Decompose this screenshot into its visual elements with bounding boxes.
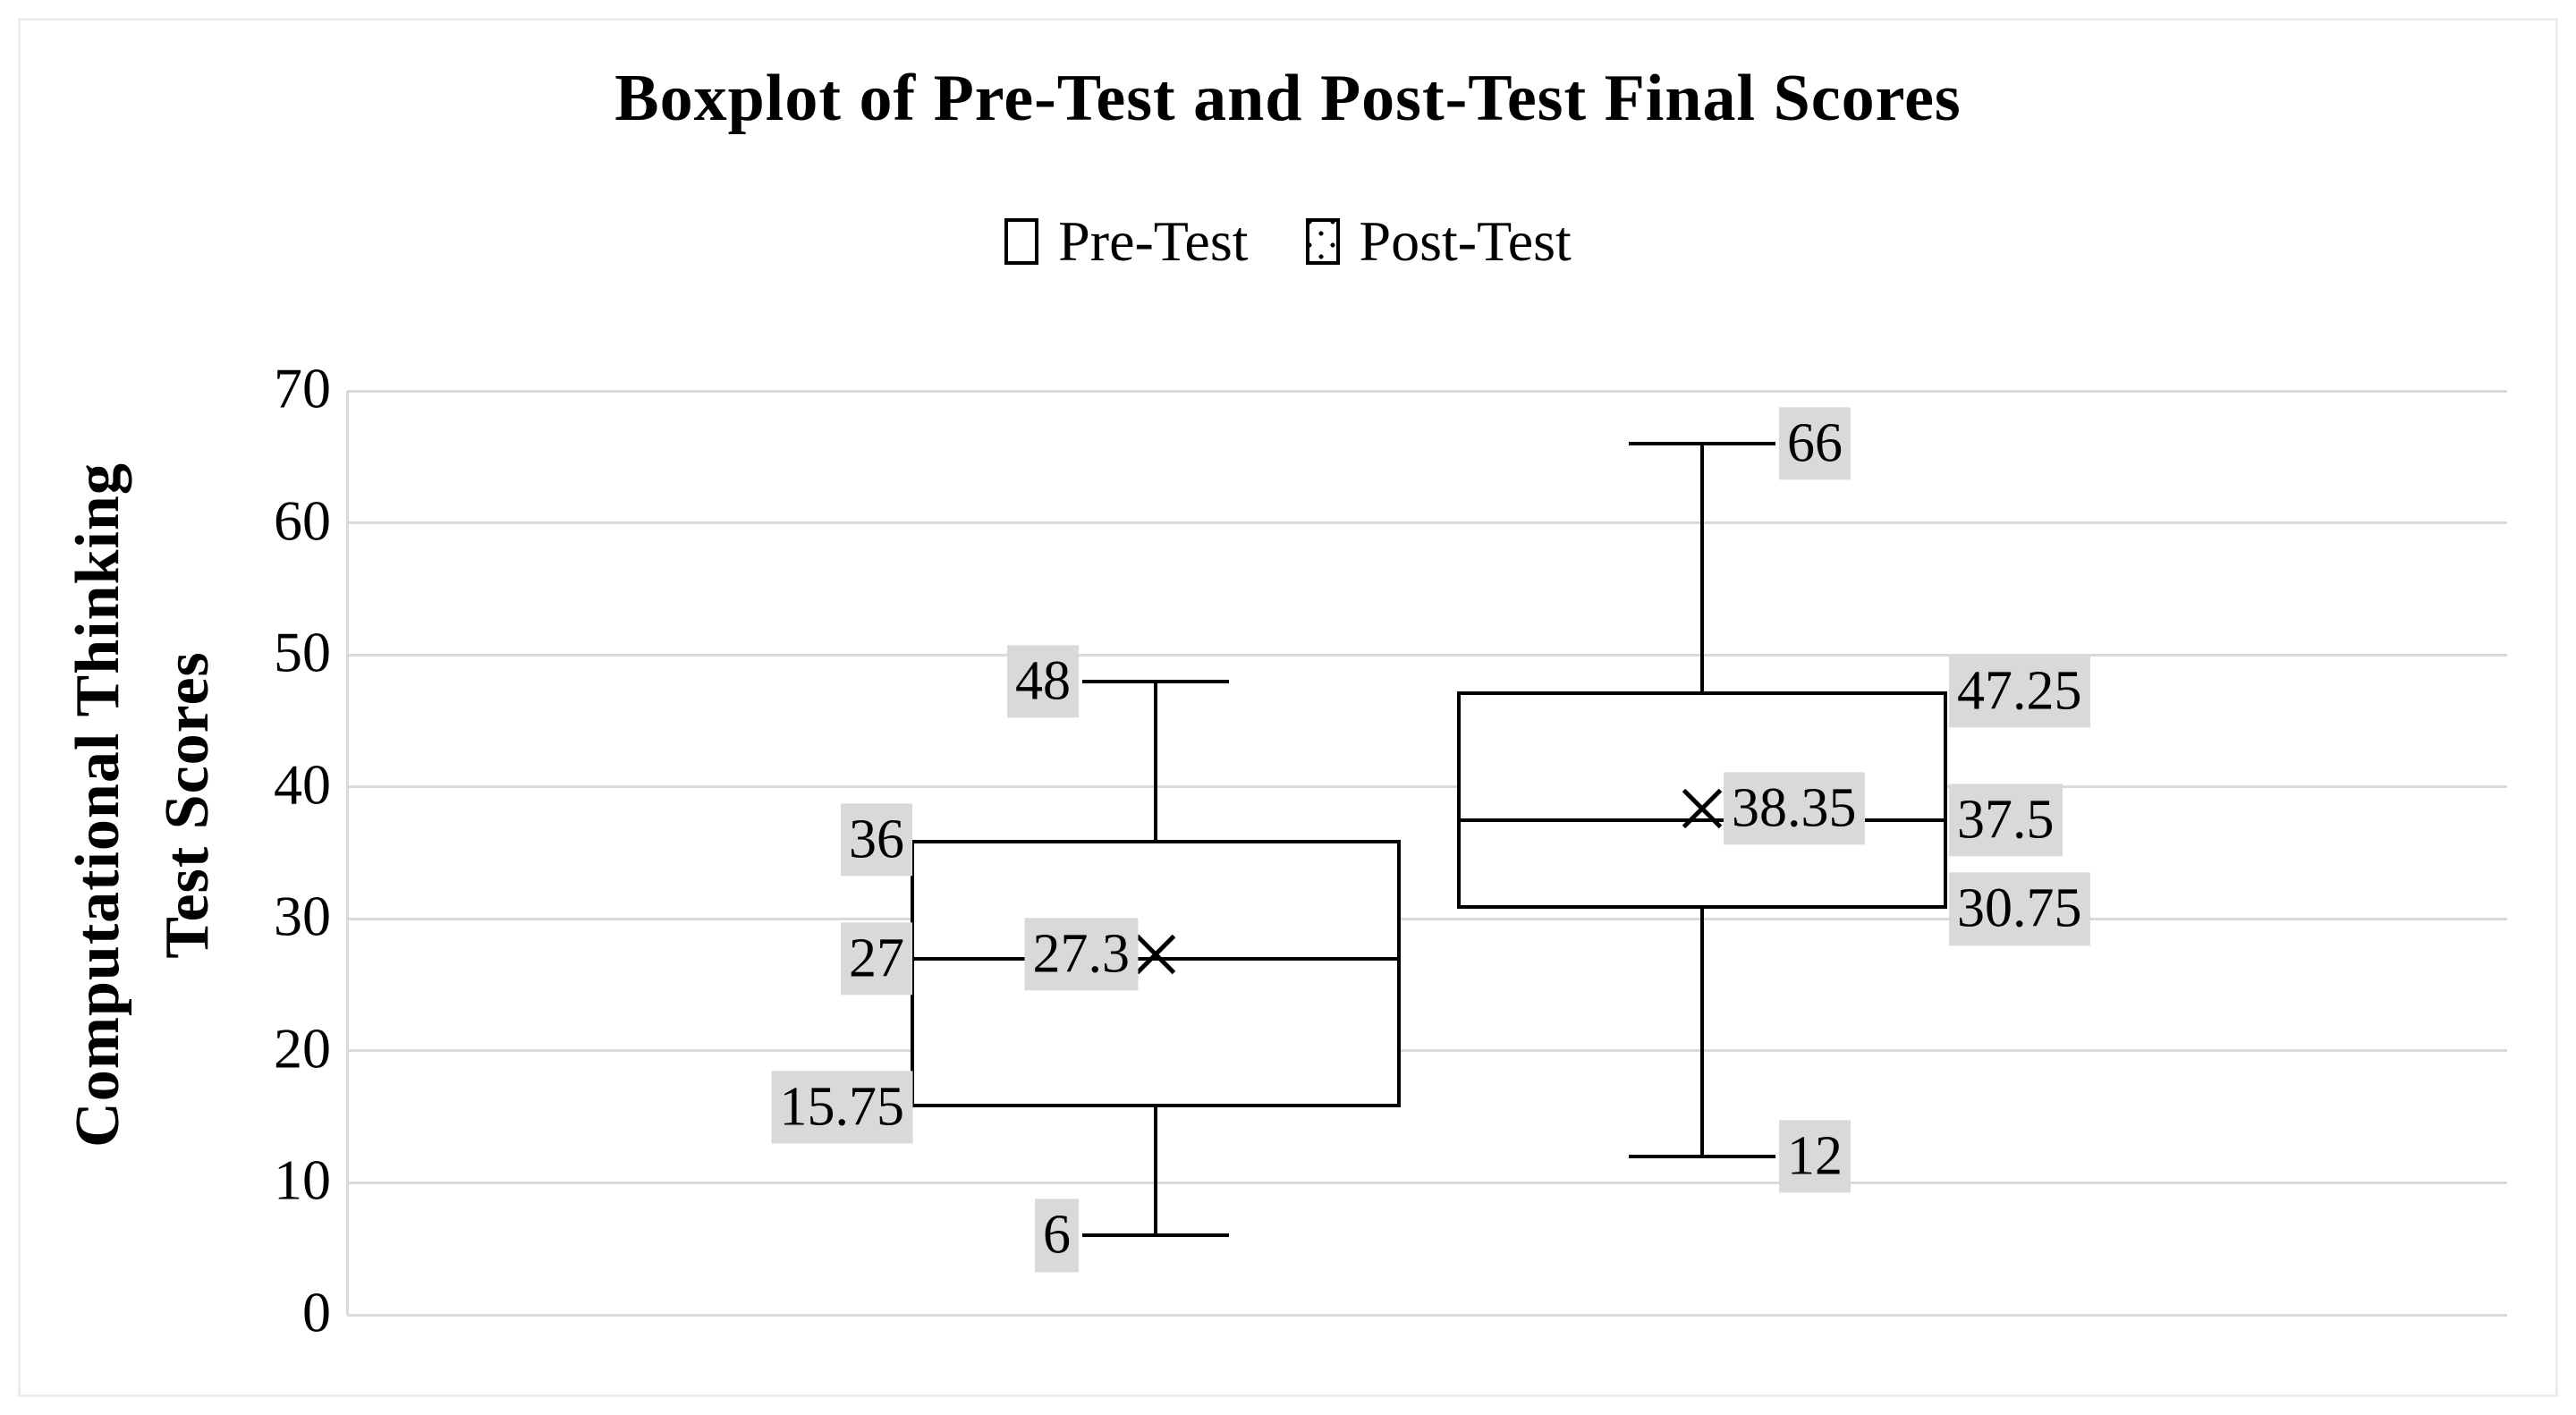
gridline: [347, 917, 2507, 920]
post-test-label-q1: 30.75: [1949, 872, 2090, 945]
y-tick-label: 30: [274, 884, 331, 948]
pre-test-max-cap: [1082, 679, 1229, 683]
post-test-label-min: 12: [1779, 1120, 1851, 1193]
gridline: [347, 1313, 2507, 1317]
pre-test-label-min: 6: [1035, 1199, 1079, 1273]
y-axis-title-line1: Computational Thinking: [64, 462, 132, 1148]
gridline: [347, 521, 2507, 525]
post-test-label-q3: 47.25: [1949, 655, 2090, 728]
pre-test-median-line: [911, 956, 1401, 961]
pre-test-label-mean: 27.3: [1024, 918, 1138, 991]
legend-item-pre-test: Pre-Test: [1004, 208, 1249, 275]
post-test-label-median: 37.5: [1949, 783, 2063, 857]
post-test-upper-whisker: [1700, 444, 1704, 691]
chart-title: Boxplot of Pre-Test and Post-Test Final …: [614, 62, 1962, 135]
y-tick-label: 70: [274, 356, 331, 420]
post-test-swatch-icon: [1305, 218, 1340, 265]
gridline: [347, 785, 2507, 789]
pre-test-box: [911, 839, 1401, 1107]
post-test-label-mean: 38.35: [1724, 772, 1865, 845]
y-tick-label: 0: [302, 1280, 331, 1344]
y-tick-label: 40: [274, 752, 331, 817]
y-axis-line: [346, 391, 349, 1315]
y-tick-label: 60: [274, 488, 331, 553]
pre-test-label-median: 27: [841, 921, 912, 996]
legend-label-pre-test: Pre-Test: [1058, 209, 1249, 273]
pre-test-label-q1: 15.75: [771, 1070, 912, 1144]
post-test-median-line: [1457, 818, 1947, 822]
y-tick-label: 10: [274, 1148, 331, 1212]
post-test-lower-whisker: [1700, 909, 1704, 1157]
legend: Pre-Test Post-Test: [0, 199, 2576, 284]
gridline: [347, 653, 2507, 657]
gridline: [347, 1049, 2507, 1053]
gridline: [347, 389, 2507, 393]
post-test-label-max: 66: [1779, 407, 1851, 480]
pre-test-lower-whisker: [1154, 1106, 1157, 1236]
gridline: [347, 1181, 2507, 1184]
y-tick-label: 20: [274, 1016, 331, 1080]
y-tick-label: 50: [274, 620, 331, 684]
pre-test-label-max: 48: [1007, 645, 1079, 718]
post-test-mean-marker-icon: [1676, 783, 1728, 835]
post-test-max-cap: [1629, 442, 1775, 446]
pre-test-upper-whisker: [1154, 681, 1157, 840]
post-test-min-cap: [1629, 1154, 1775, 1158]
legend-label-post-test: Post-Test: [1359, 209, 1572, 273]
legend-item-post-test: Post-Test: [1305, 208, 1572, 275]
pre-test-min-cap: [1082, 1233, 1229, 1238]
pre-test-swatch-icon: [1004, 218, 1039, 265]
pre-test-label-q3: 36: [841, 803, 912, 877]
post-test-box: [1457, 691, 1947, 910]
